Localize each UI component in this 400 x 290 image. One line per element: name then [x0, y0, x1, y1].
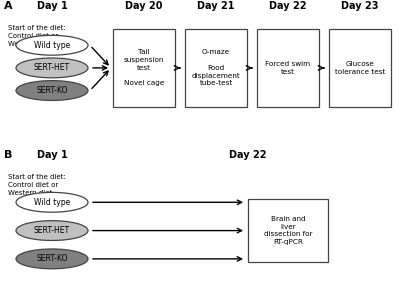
Text: Day 1: Day 1 — [37, 1, 67, 11]
Text: Glucose
tolerance test: Glucose tolerance test — [335, 61, 385, 75]
Text: A: A — [4, 1, 13, 11]
Text: Wild type: Wild type — [34, 41, 70, 50]
Text: SERT-KO: SERT-KO — [36, 86, 68, 95]
Text: Tail
suspension
test

Novel cage: Tail suspension test Novel cage — [124, 49, 164, 86]
FancyBboxPatch shape — [113, 29, 175, 107]
Ellipse shape — [16, 35, 88, 55]
Text: SERT-KO: SERT-KO — [36, 254, 68, 263]
FancyBboxPatch shape — [257, 29, 319, 107]
Text: Start of the diet:
Control diet or
Western diet: Start of the diet: Control diet or Weste… — [8, 174, 66, 196]
Ellipse shape — [16, 192, 88, 212]
Text: Day 22: Day 22 — [269, 1, 307, 11]
Text: Day 20: Day 20 — [125, 1, 163, 11]
Text: Day 22: Day 22 — [229, 150, 267, 160]
FancyBboxPatch shape — [185, 29, 247, 107]
Ellipse shape — [16, 58, 88, 78]
Text: Forced swim
test: Forced swim test — [266, 61, 310, 75]
Text: B: B — [4, 150, 12, 160]
FancyBboxPatch shape — [248, 199, 328, 262]
Text: O-maze

Food
displacement
tube-test: O-maze Food displacement tube-test — [192, 49, 240, 86]
FancyBboxPatch shape — [329, 29, 391, 107]
Ellipse shape — [16, 249, 88, 269]
Text: Wild type: Wild type — [34, 198, 70, 207]
Text: Brain and
liver
dissection for
RT-qPCR: Brain and liver dissection for RT-qPCR — [264, 216, 312, 245]
Text: Day 21: Day 21 — [197, 1, 235, 11]
Text: SERT-HET: SERT-HET — [34, 64, 70, 72]
Text: Day 1: Day 1 — [37, 150, 67, 160]
Text: Day 23: Day 23 — [341, 1, 379, 11]
Text: Start of the diet:
Control diet or
Western diet: Start of the diet: Control diet or Weste… — [8, 26, 66, 48]
Ellipse shape — [16, 81, 88, 100]
Ellipse shape — [16, 221, 88, 240]
Text: SERT-HET: SERT-HET — [34, 226, 70, 235]
